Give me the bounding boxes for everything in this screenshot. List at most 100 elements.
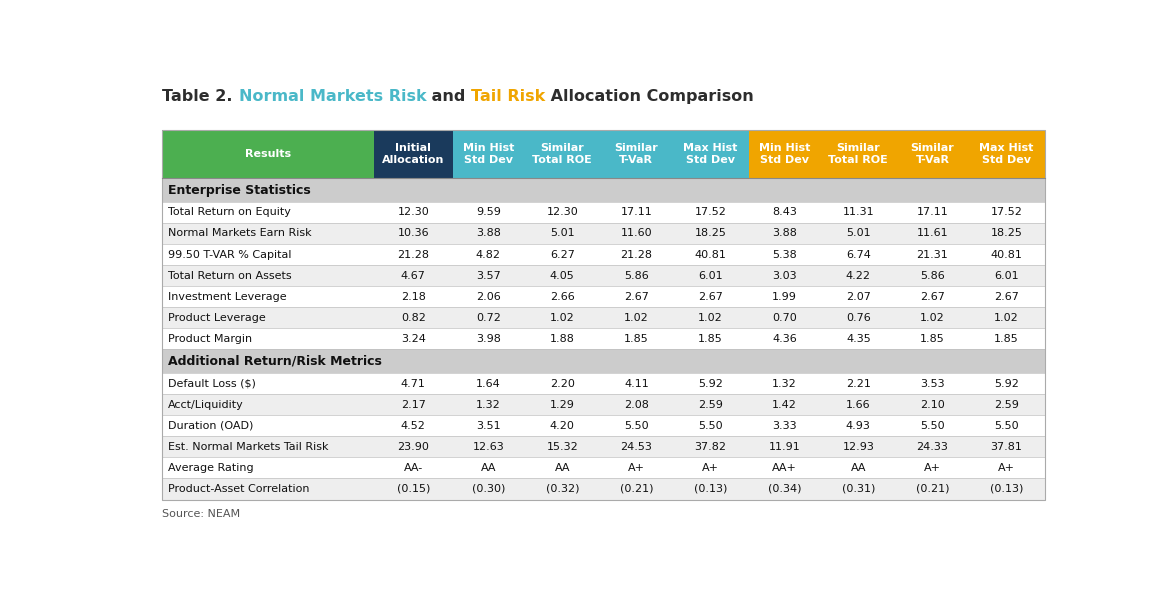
Text: 11.60: 11.60 bbox=[621, 229, 652, 239]
Text: 5.38: 5.38 bbox=[772, 250, 797, 259]
Text: Total Return on Equity: Total Return on Equity bbox=[168, 207, 291, 217]
Text: AA: AA bbox=[554, 463, 570, 473]
Text: 5.92: 5.92 bbox=[698, 379, 722, 388]
Text: 11.91: 11.91 bbox=[768, 442, 801, 452]
Text: 1.32: 1.32 bbox=[772, 379, 797, 388]
Text: 9.59: 9.59 bbox=[476, 207, 500, 217]
Text: 1.02: 1.02 bbox=[698, 313, 722, 323]
Text: 1.42: 1.42 bbox=[772, 400, 797, 410]
Bar bbox=[672, 130, 749, 178]
Text: Source: NEAM: Source: NEAM bbox=[162, 509, 241, 519]
Bar bbox=[162, 223, 1045, 244]
Text: 3.51: 3.51 bbox=[476, 421, 500, 431]
Text: 12.63: 12.63 bbox=[472, 442, 504, 452]
Text: Product Margin: Product Margin bbox=[168, 334, 253, 344]
Text: 4.93: 4.93 bbox=[846, 421, 871, 431]
Text: Est. Normal Markets Tail Risk: Est. Normal Markets Tail Risk bbox=[168, 442, 328, 452]
Text: 5.01: 5.01 bbox=[846, 229, 871, 239]
Bar bbox=[162, 265, 1045, 286]
Text: Product-Asset Correlation: Product-Asset Correlation bbox=[168, 484, 310, 494]
Text: 12.93: 12.93 bbox=[843, 442, 874, 452]
Text: Default Loss ($): Default Loss ($) bbox=[168, 379, 256, 388]
Text: (0.13): (0.13) bbox=[693, 484, 727, 494]
Text: 37.82: 37.82 bbox=[694, 442, 726, 452]
Text: Normal Markets Risk: Normal Markets Risk bbox=[238, 89, 427, 104]
Text: 4.22: 4.22 bbox=[846, 271, 871, 281]
Text: 0.76: 0.76 bbox=[846, 313, 871, 323]
Text: Total Return on Assets: Total Return on Assets bbox=[168, 271, 291, 281]
Text: 1.02: 1.02 bbox=[624, 313, 649, 323]
Text: A+: A+ bbox=[701, 463, 719, 473]
Text: 3.88: 3.88 bbox=[476, 229, 500, 239]
Bar bbox=[162, 394, 1045, 415]
Bar bbox=[162, 478, 1045, 500]
Text: Product Leverage: Product Leverage bbox=[168, 313, 265, 323]
Text: Duration (OAD): Duration (OAD) bbox=[168, 421, 254, 431]
Text: 2.21: 2.21 bbox=[846, 379, 871, 388]
Bar bbox=[162, 307, 1045, 329]
Bar bbox=[897, 130, 968, 178]
Text: AA+: AA+ bbox=[772, 463, 797, 473]
Text: 1.02: 1.02 bbox=[549, 313, 575, 323]
Text: Allocation Comparison: Allocation Comparison bbox=[546, 89, 754, 104]
Text: 24.53: 24.53 bbox=[621, 442, 652, 452]
Text: Normal Markets Earn Risk: Normal Markets Earn Risk bbox=[168, 229, 311, 239]
Text: 17.52: 17.52 bbox=[990, 207, 1023, 217]
Text: 12.30: 12.30 bbox=[397, 207, 429, 217]
Text: 1.29: 1.29 bbox=[549, 400, 575, 410]
Text: 3.03: 3.03 bbox=[772, 271, 796, 281]
Bar bbox=[162, 202, 1045, 223]
Text: 1.85: 1.85 bbox=[920, 334, 945, 344]
Bar bbox=[374, 130, 452, 178]
Text: (0.31): (0.31) bbox=[842, 484, 876, 494]
Bar bbox=[162, 329, 1045, 349]
Text: 2.06: 2.06 bbox=[476, 292, 500, 302]
Text: 5.50: 5.50 bbox=[624, 421, 649, 431]
Text: 1.32: 1.32 bbox=[476, 400, 500, 410]
Text: Similar
Total ROE: Similar Total ROE bbox=[532, 143, 593, 165]
Text: 5.01: 5.01 bbox=[549, 229, 575, 239]
Text: 6.01: 6.01 bbox=[698, 271, 722, 281]
Text: (0.32): (0.32) bbox=[546, 484, 579, 494]
Text: 2.08: 2.08 bbox=[624, 400, 649, 410]
Text: 6.27: 6.27 bbox=[549, 250, 575, 259]
Bar bbox=[162, 436, 1045, 458]
Text: 4.52: 4.52 bbox=[401, 421, 426, 431]
Text: 2.67: 2.67 bbox=[994, 292, 1019, 302]
Text: Min Hist
Std Dev: Min Hist Std Dev bbox=[759, 143, 810, 165]
Bar bbox=[162, 286, 1045, 307]
Text: A+: A+ bbox=[628, 463, 645, 473]
Bar bbox=[968, 130, 1045, 178]
Bar bbox=[452, 130, 524, 178]
Text: 4.67: 4.67 bbox=[401, 271, 426, 281]
Bar bbox=[162, 373, 1045, 394]
Text: Enterprise Statistics: Enterprise Statistics bbox=[168, 184, 311, 197]
Text: 18.25: 18.25 bbox=[990, 229, 1023, 239]
Text: 18.25: 18.25 bbox=[694, 229, 726, 239]
Text: 40.81: 40.81 bbox=[990, 250, 1023, 259]
Text: 2.07: 2.07 bbox=[846, 292, 871, 302]
Text: AA-: AA- bbox=[403, 463, 423, 473]
Text: 5.50: 5.50 bbox=[698, 421, 722, 431]
Text: 10.36: 10.36 bbox=[397, 229, 429, 239]
Text: 1.85: 1.85 bbox=[994, 334, 1018, 344]
Text: 1.85: 1.85 bbox=[624, 334, 649, 344]
Text: (0.13): (0.13) bbox=[990, 484, 1023, 494]
Text: A+: A+ bbox=[998, 463, 1015, 473]
Text: 5.50: 5.50 bbox=[920, 421, 945, 431]
Bar bbox=[601, 130, 672, 178]
Text: Similar
Total ROE: Similar Total ROE bbox=[829, 143, 888, 165]
Text: 2.17: 2.17 bbox=[401, 400, 426, 410]
Text: 4.36: 4.36 bbox=[772, 334, 797, 344]
Text: 2.59: 2.59 bbox=[698, 400, 722, 410]
Text: Max Hist
Std Dev: Max Hist Std Dev bbox=[683, 143, 738, 165]
Text: (0.21): (0.21) bbox=[620, 484, 653, 494]
Bar bbox=[162, 130, 374, 178]
Text: 0.72: 0.72 bbox=[476, 313, 500, 323]
Text: 2.18: 2.18 bbox=[401, 292, 426, 302]
Text: 1.85: 1.85 bbox=[698, 334, 722, 344]
Bar bbox=[162, 178, 1045, 202]
Text: 17.52: 17.52 bbox=[694, 207, 726, 217]
Text: 21.31: 21.31 bbox=[916, 250, 948, 259]
Text: 5.92: 5.92 bbox=[994, 379, 1019, 388]
